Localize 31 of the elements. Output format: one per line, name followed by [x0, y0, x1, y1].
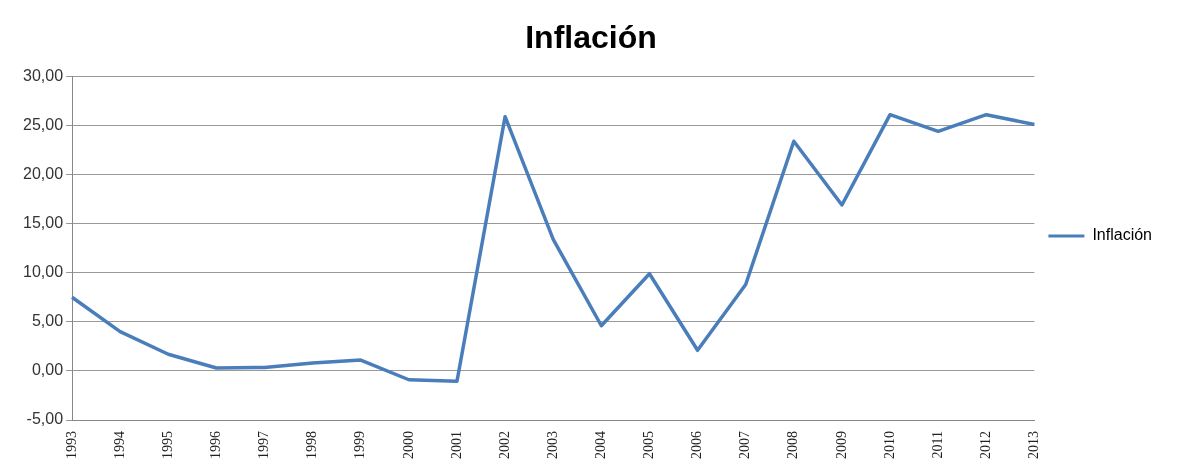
x-tick-label: 1998 [304, 431, 320, 459]
x-tick-label: 2007 [737, 431, 753, 459]
x-tick-label: 1999 [352, 431, 368, 459]
x-tick-label: 1993 [63, 431, 79, 459]
y-tick-label: 30,00 [22, 66, 64, 84]
x-tick-label: 2008 [785, 431, 801, 459]
x-tick-label: 2002 [496, 431, 512, 459]
x-tick-label: 1995 [159, 431, 175, 459]
y-tick-label: 20,00 [22, 164, 64, 182]
x-tick-label: 2004 [593, 431, 609, 459]
x-tick-label: 2000 [400, 431, 416, 459]
legend-label: Inflación [1092, 226, 1152, 244]
chart-title: Inflación [525, 19, 657, 56]
x-tick-label: 1997 [256, 431, 272, 459]
x-tick-label: 2003 [544, 431, 560, 459]
y-tick-label: 0,00 [31, 361, 64, 379]
x-tick-label: 2001 [448, 431, 464, 459]
x-tick-label: 1996 [208, 431, 224, 459]
x-tick-label: 2012 [977, 431, 993, 459]
x-tick-label: 1994 [111, 431, 127, 459]
x-tick-label: 2005 [641, 431, 657, 459]
y-tick-label: 5,00 [31, 312, 64, 330]
x-tick-label: 2009 [833, 431, 849, 459]
x-tick-label: 2006 [689, 431, 705, 459]
y-tick-label: -5,00 [26, 410, 64, 428]
y-tick-label: 10,00 [22, 263, 64, 281]
x-tick-label: 2013 [1026, 431, 1042, 459]
y-tick-label: 15,00 [22, 214, 64, 232]
x-tick-label: 2010 [881, 431, 897, 459]
y-tick-label: 25,00 [22, 115, 64, 133]
x-tick-label: 2011 [929, 431, 945, 459]
